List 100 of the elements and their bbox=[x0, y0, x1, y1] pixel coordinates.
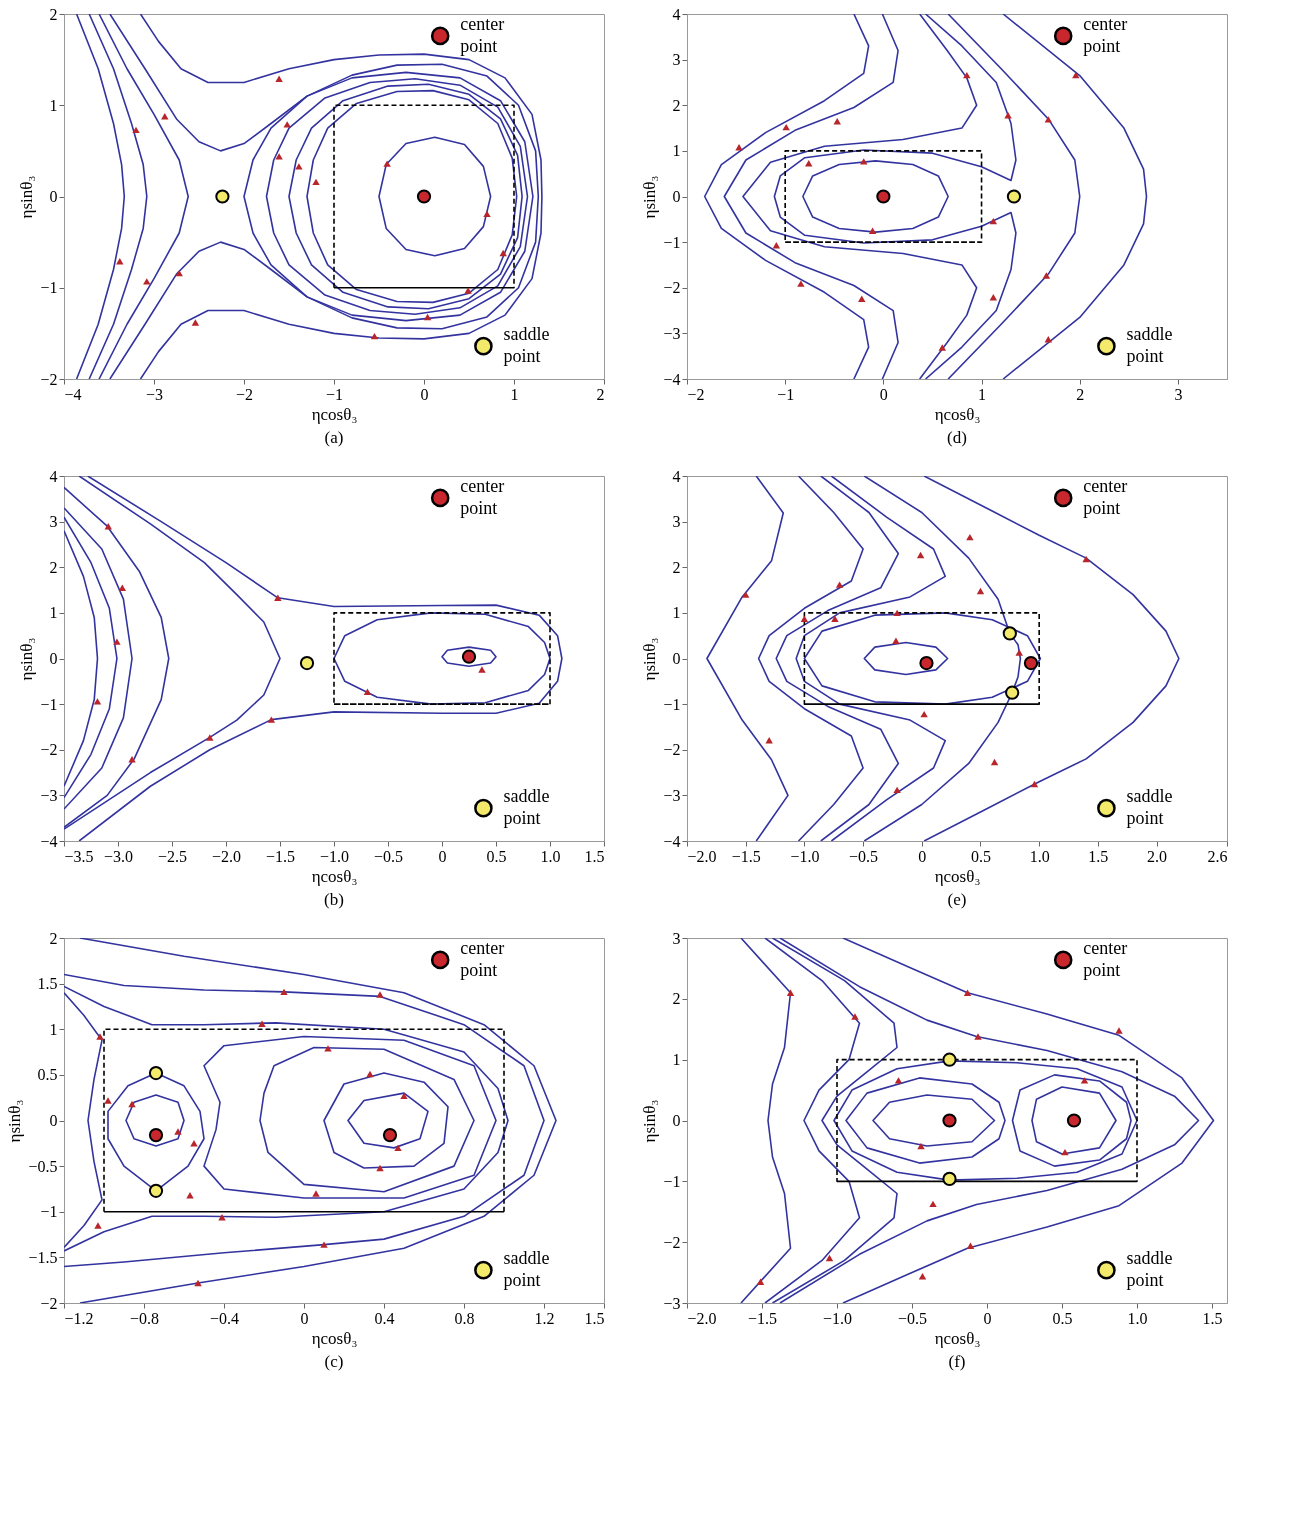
line-series bbox=[64, 991, 103, 1249]
x-tick-label: −1 bbox=[325, 385, 344, 403]
point bbox=[831, 615, 839, 623]
line-series bbox=[259, 1046, 475, 1193]
x-axis-title: ηcosθ₃ bbox=[934, 1328, 981, 1348]
y-tick-label: −1 bbox=[40, 695, 58, 713]
point bbox=[1030, 780, 1039, 788]
point bbox=[860, 158, 868, 165]
line-series bbox=[773, 14, 1017, 379]
line-series bbox=[64, 516, 118, 799]
y-tick-label: 1 bbox=[49, 1020, 58, 1038]
x-tick-label: −1.0 bbox=[822, 1309, 853, 1327]
y-tick-label: 2 bbox=[672, 990, 681, 1008]
x-tick-label: −1.0 bbox=[319, 847, 350, 865]
point bbox=[1066, 1113, 1082, 1128]
x-tick-label: 0 bbox=[300, 1309, 309, 1327]
y-tick-label: 0 bbox=[672, 188, 681, 205]
x-axis-title: ηcosθ₃ bbox=[311, 1328, 358, 1348]
x-tick-label: 1.5 bbox=[584, 1309, 605, 1327]
y-tick-label: 2 bbox=[49, 5, 58, 23]
point bbox=[858, 295, 866, 302]
y-tick-label: −2 bbox=[663, 741, 681, 759]
x-tick-label: 2.0 bbox=[1147, 847, 1168, 865]
line-series bbox=[78, 476, 563, 841]
x-tick-label: −2 bbox=[687, 385, 705, 403]
x-tick-label: 2.6 bbox=[1207, 847, 1228, 865]
point bbox=[772, 242, 781, 249]
x-axis-title: ηcosθ₃ bbox=[311, 404, 358, 424]
y-tick-label: 3 bbox=[672, 929, 681, 947]
x-tick-label: 0 bbox=[438, 847, 447, 865]
y-tick-label: −2 bbox=[663, 279, 681, 297]
point bbox=[797, 280, 805, 287]
y-tick-label: −2 bbox=[40, 741, 58, 759]
y-tick-label: 0 bbox=[49, 188, 58, 205]
legend-label: center point bbox=[1083, 937, 1128, 980]
line-series bbox=[79, 938, 557, 1303]
point bbox=[93, 698, 102, 705]
x-tick-label: −1.0 bbox=[790, 847, 820, 865]
point bbox=[868, 227, 877, 234]
y-tick-label: 2 bbox=[672, 96, 681, 114]
point bbox=[942, 1171, 957, 1187]
x-tick-label: −0.8 bbox=[129, 1309, 160, 1327]
point bbox=[919, 655, 934, 671]
line-series bbox=[347, 1092, 429, 1149]
line-series bbox=[863, 641, 949, 676]
legend-label: saddle point bbox=[503, 786, 550, 829]
y-tick-label: −1.5 bbox=[28, 1248, 58, 1266]
y-tick-label: −4 bbox=[663, 832, 681, 850]
y-tick-label: 2 bbox=[49, 558, 58, 576]
y-tick-label: −1 bbox=[663, 1172, 681, 1190]
point bbox=[461, 649, 477, 664]
line-series bbox=[706, 476, 789, 841]
y-tick-label: −3 bbox=[663, 324, 681, 342]
y-axis-title: ηsinθ₃ bbox=[640, 637, 660, 681]
point bbox=[267, 716, 276, 723]
point bbox=[1002, 626, 1017, 641]
x-tick-label: 0 bbox=[918, 847, 927, 865]
legend-label: saddle point bbox=[1126, 786, 1173, 829]
y-tick-label: 1 bbox=[49, 96, 58, 114]
point bbox=[893, 609, 901, 617]
y-tick-label: −2 bbox=[40, 370, 58, 388]
text: (e) bbox=[947, 890, 967, 909]
text: (a) bbox=[324, 428, 344, 447]
y-tick-label: 1 bbox=[672, 604, 681, 622]
line-series bbox=[125, 1094, 185, 1147]
legend-label: saddle point bbox=[1126, 324, 1173, 367]
y-tick-label: −1 bbox=[40, 1203, 58, 1221]
legend-label: center point bbox=[460, 937, 505, 980]
point bbox=[800, 615, 809, 623]
x-tick-label: 0.5 bbox=[486, 847, 507, 865]
point bbox=[483, 210, 491, 218]
line-series bbox=[88, 14, 148, 379]
text: (c) bbox=[324, 1352, 344, 1371]
point bbox=[191, 319, 200, 326]
line-series bbox=[703, 14, 870, 379]
line-series bbox=[775, 476, 900, 841]
point bbox=[118, 584, 127, 591]
point bbox=[275, 75, 283, 82]
point bbox=[1006, 189, 1022, 204]
line-series bbox=[802, 160, 949, 233]
y-tick-label: 3 bbox=[672, 51, 681, 69]
point bbox=[370, 332, 379, 340]
point bbox=[383, 160, 391, 167]
point bbox=[274, 594, 282, 602]
line-series bbox=[795, 476, 947, 841]
line-series bbox=[203, 1035, 497, 1199]
x-tick-label: 1.5 bbox=[1202, 1309, 1223, 1327]
y-tick-label: 2 bbox=[49, 929, 58, 947]
x-tick-label: −3.0 bbox=[103, 847, 134, 865]
x-tick-label: −0.5 bbox=[849, 847, 879, 865]
point bbox=[989, 217, 998, 225]
x-tick-label: −1.5 bbox=[265, 847, 296, 865]
point bbox=[929, 1200, 937, 1208]
point bbox=[128, 756, 136, 763]
point bbox=[1082, 555, 1090, 563]
line-series bbox=[845, 1077, 1006, 1164]
line-series bbox=[947, 14, 1081, 379]
y-tick-label: 1.5 bbox=[37, 975, 58, 993]
legend-label: saddle point bbox=[503, 1248, 550, 1291]
point bbox=[851, 1013, 859, 1020]
